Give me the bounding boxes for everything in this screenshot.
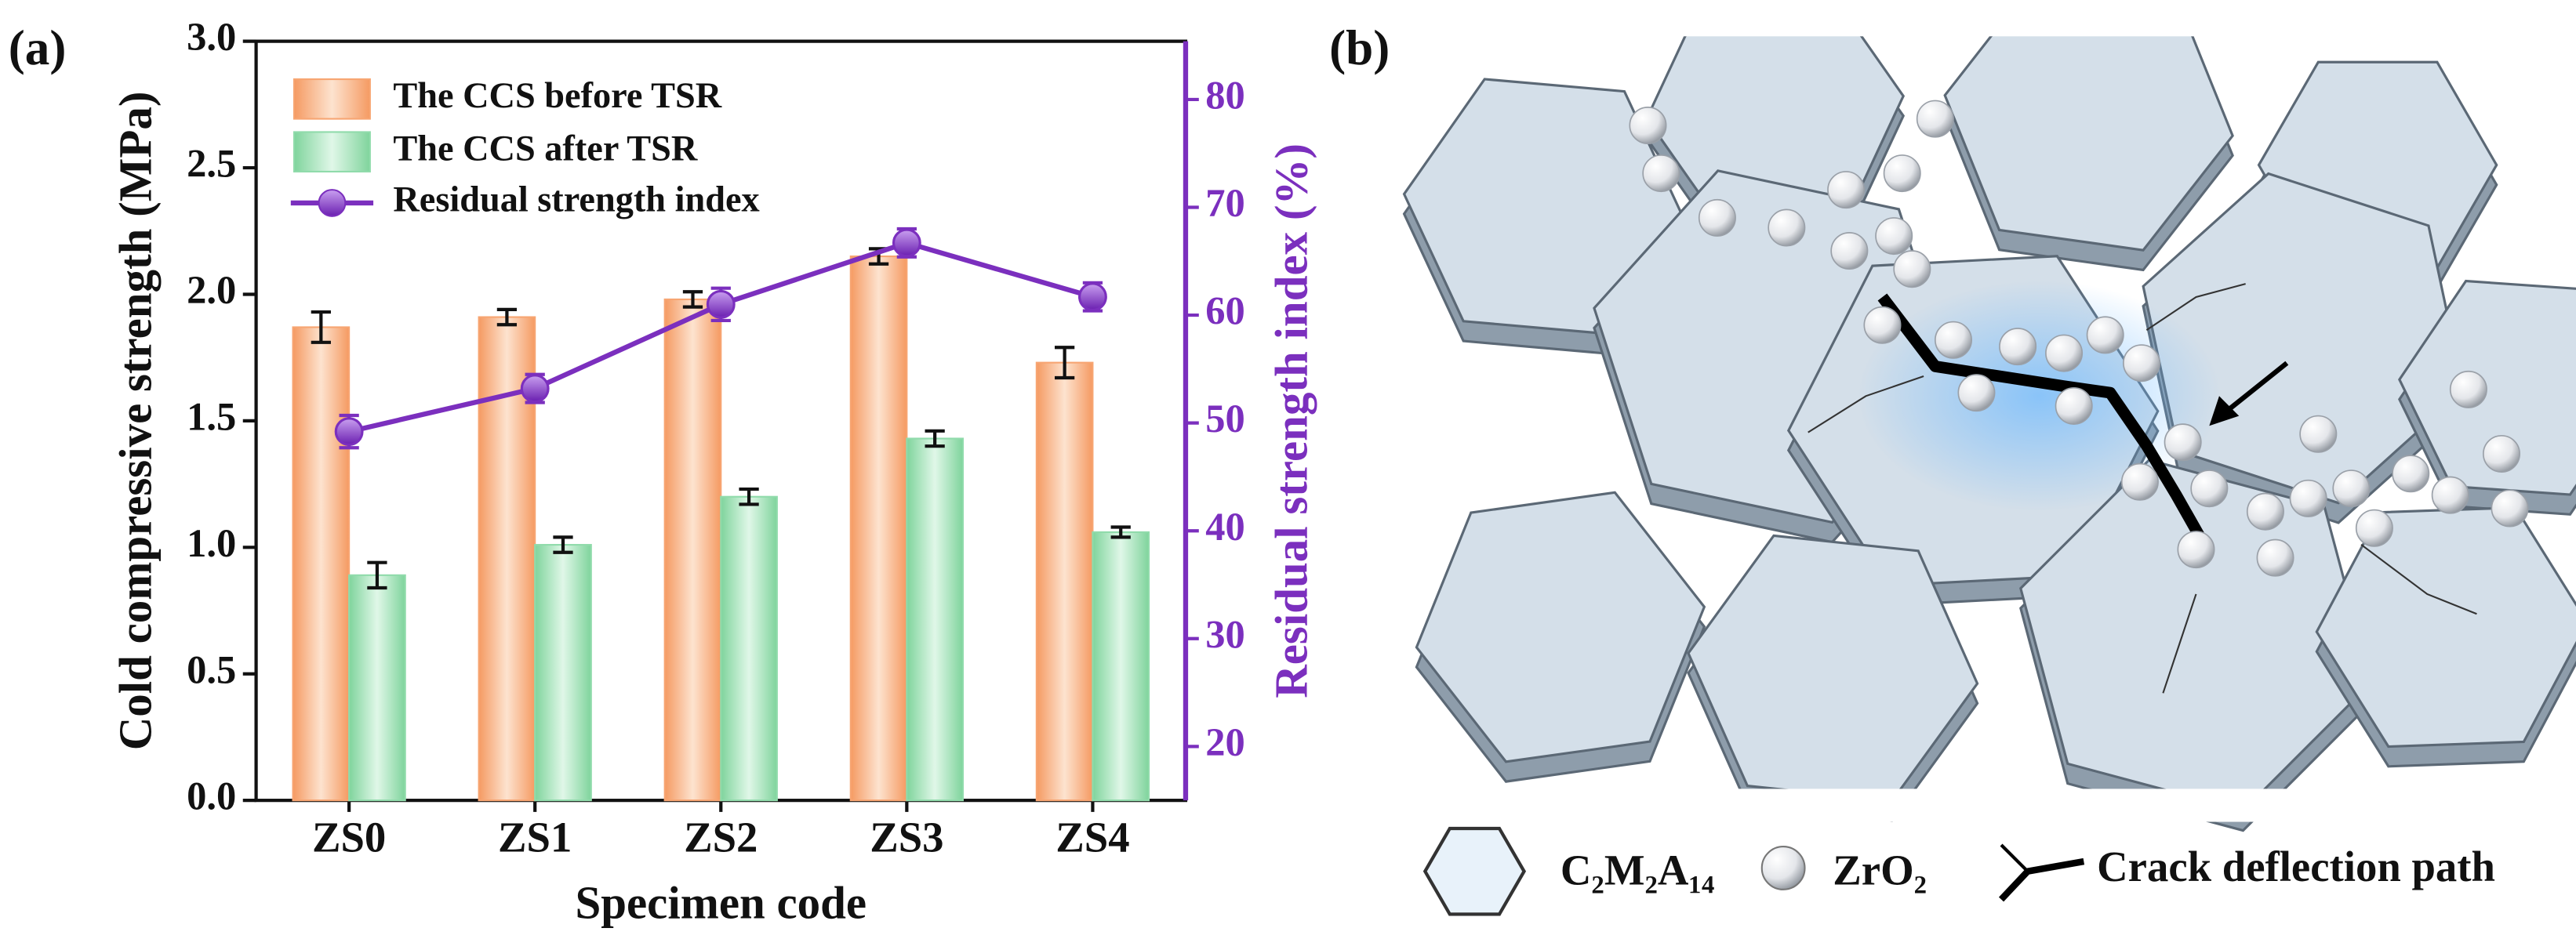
zro2-particle <box>2190 470 2229 508</box>
panel-label: (a) <box>9 20 67 75</box>
micro-crack <box>2145 283 2246 331</box>
y-tick-label: 3.0 <box>187 15 236 59</box>
zro2-particle <box>2164 423 2202 462</box>
legend-label: Residual strength index <box>393 180 759 220</box>
legend-marker <box>318 189 347 217</box>
zro2-particle <box>1957 374 1996 412</box>
x-axis-title: Specimen code <box>575 877 867 929</box>
zro2-particle <box>2483 434 2521 473</box>
x-tick-label: ZS4 <box>1055 813 1129 861</box>
zro2-particle <box>2449 370 2487 408</box>
arrow <box>2227 361 2289 411</box>
y-tick-label: 0.0 <box>187 774 236 818</box>
grain <box>2398 279 2576 496</box>
zro2-particle <box>2299 415 2338 453</box>
bar <box>534 544 592 802</box>
bar <box>720 495 778 802</box>
legend-crack <box>2000 843 2029 873</box>
y2-tick-label: 40 <box>1205 505 1245 549</box>
legend-label: C₂M₂A₁₄ <box>1560 846 1714 894</box>
y2-tick-label: 20 <box>1205 720 1245 764</box>
x-tick-label: ZS2 <box>684 813 758 861</box>
diagram: C₂M₂A₁₄ ZrO₂ Crack deflection path <box>1402 0 2576 916</box>
zro2-particle <box>2256 538 2294 577</box>
micro-crack <box>2360 543 2477 615</box>
zro2-particle <box>2045 334 2084 372</box>
crack-path <box>1877 293 2210 548</box>
zro2-particle <box>1863 306 1902 344</box>
bar <box>292 326 351 802</box>
panel-label: (b) <box>1329 20 1390 75</box>
zro2-particle <box>1830 232 1869 270</box>
legend-label: The CCS after TSR <box>393 129 698 169</box>
y-tick-label: 2.0 <box>187 268 236 312</box>
clip-mask <box>1403 789 2576 822</box>
line-marker <box>892 228 921 258</box>
line-marker <box>520 374 550 404</box>
zro2-particle <box>1827 171 1866 209</box>
y-tick-label: 2.5 <box>187 142 236 186</box>
zro2-particle <box>2055 386 2093 425</box>
legend-grain <box>1422 826 1527 916</box>
zro2-particle <box>1698 198 1736 237</box>
zro2-particle <box>2246 492 2284 531</box>
zro2-particle <box>2332 470 2371 508</box>
zro2-particle <box>2123 344 2161 382</box>
zro2-particle <box>2431 476 2469 514</box>
legend-label: The CCS before TSR <box>393 76 721 116</box>
legend-swatch <box>292 78 371 120</box>
bar <box>849 255 908 802</box>
zro2-particle <box>1893 250 1931 288</box>
legend-label: Crack deflection path <box>2097 843 2495 890</box>
legend-label: ZrO₂ <box>1833 846 1927 894</box>
bar <box>906 437 964 802</box>
zro2-particle <box>2177 531 2215 569</box>
grain <box>1415 491 1706 763</box>
y2-tick-label: 30 <box>1205 612 1245 656</box>
bar <box>1092 531 1150 802</box>
zro2-particle <box>1642 154 1680 193</box>
zro2-particle <box>2120 462 2159 501</box>
legend-swatch <box>292 131 371 173</box>
y-tick-label: 1.5 <box>187 394 236 438</box>
micro-crack <box>2162 593 2197 694</box>
x-tick-label: ZS3 <box>870 813 943 861</box>
y-tick-label: 0.5 <box>187 647 236 691</box>
y-axis-title: Cold compressive strength (MPa) <box>110 91 162 750</box>
x-tick-label: ZS1 <box>498 813 572 861</box>
y2-tick-label: 80 <box>1205 74 1245 118</box>
y2-tick-label: 70 <box>1205 181 1245 225</box>
legend-crack <box>1998 857 2085 902</box>
zro2-particle <box>1768 208 1806 247</box>
zro2-particle <box>2086 316 2124 354</box>
y2-tick-label: 50 <box>1205 397 1245 440</box>
line-marker <box>334 417 364 447</box>
zro2-particle <box>1916 100 1954 138</box>
bar <box>348 574 406 802</box>
zro2-particle <box>2355 509 2393 547</box>
bar <box>1035 361 1094 802</box>
zro2-particle <box>2491 489 2529 528</box>
zro2-particle <box>1875 217 1913 256</box>
x-tick-label: ZS0 <box>312 813 386 861</box>
zro2-particle <box>1934 321 1972 359</box>
zro2-particle <box>1999 328 2037 366</box>
y2-tick-label: 60 <box>1205 289 1245 333</box>
zro2-particle <box>1629 107 1667 145</box>
y2-axis-title: Residual strength index (%) <box>1266 143 1317 698</box>
micro-crack <box>1808 375 1924 433</box>
line-marker <box>706 289 736 319</box>
zro2-particle <box>2392 455 2430 493</box>
zro2-particle <box>2289 479 2327 517</box>
line-marker <box>1078 282 1107 312</box>
legend-particle <box>1760 846 1806 890</box>
clip-mask <box>1403 0 2576 37</box>
chart: 0.0 0.5 1.0 1.5 2.0 2.5 3.0 20 30 40 50 60 70 80 Speci… <box>110 15 1317 928</box>
y-tick-label: 1.0 <box>187 521 236 565</box>
zro2-particle <box>1883 154 1921 193</box>
bar <box>663 298 722 802</box>
